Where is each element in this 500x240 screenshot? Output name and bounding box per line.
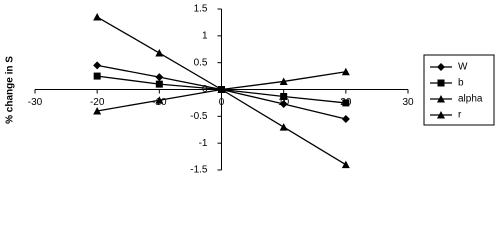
- y-tick-label: 0: [202, 84, 208, 95]
- x-tick-label: -20: [90, 97, 105, 108]
- legend-marker: [437, 79, 445, 87]
- legend-label: r: [458, 110, 462, 121]
- y-axis-label: % change in S: [5, 56, 16, 124]
- y-tick-label: -0.5: [190, 111, 208, 122]
- data-point: [155, 49, 164, 57]
- data-point: [155, 73, 164, 82]
- data-point: [341, 160, 350, 169]
- data-point: [155, 80, 163, 88]
- data-point: [93, 61, 102, 70]
- data-point: [217, 85, 226, 93]
- x-tick-label: 30: [402, 97, 414, 108]
- data-point: [93, 72, 101, 80]
- data-point: [341, 115, 350, 124]
- data-point: [93, 106, 102, 115]
- legend-marker: [437, 63, 445, 71]
- chart: % change in S -30-20-100102030-1.5-1-0.5…: [5, 4, 495, 176]
- page: % change in S -30-20-100102030-1.5-1-0.5…: [4, 3, 495, 176]
- y-tick-label: -1.5: [190, 165, 208, 176]
- data-point: [279, 99, 288, 108]
- y-tick-label: 1: [202, 30, 208, 41]
- legend-label: W: [458, 62, 468, 73]
- x-tick-label: -30: [28, 97, 43, 108]
- legend-label: alpha: [458, 94, 483, 105]
- data-point: [279, 123, 288, 131]
- y-tick-label: 0.5: [194, 57, 208, 68]
- data-point: [342, 99, 350, 107]
- data-point: [341, 67, 350, 76]
- data-point: [280, 92, 288, 100]
- legend-marker: [437, 111, 445, 119]
- x-tick-label: 0: [219, 97, 225, 108]
- y-tick-label: -1: [199, 138, 208, 149]
- data-point: [155, 96, 164, 104]
- data-point: [279, 77, 288, 85]
- y-tick-label: 1.5: [194, 4, 208, 15]
- legend-marker: [437, 95, 445, 103]
- legend-label: b: [458, 78, 464, 89]
- data-point: [93, 13, 102, 21]
